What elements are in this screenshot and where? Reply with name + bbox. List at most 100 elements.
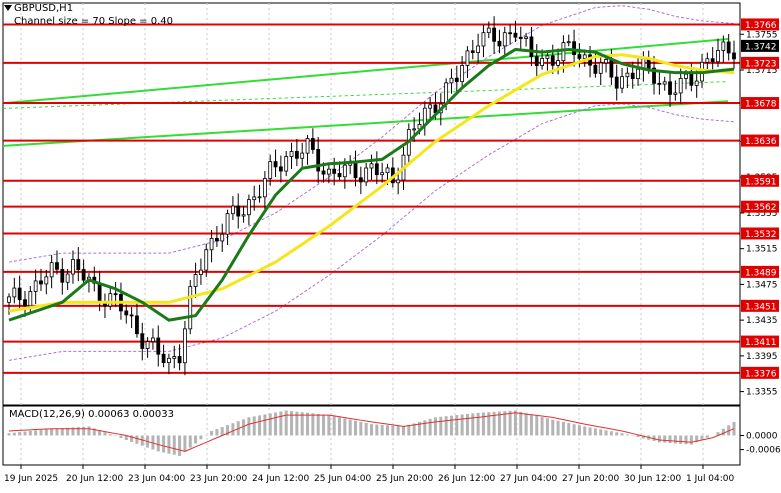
candle-body (694, 80, 699, 86)
candle-body (246, 199, 251, 216)
time-tick-label: 24 Jun 12:00 (252, 474, 309, 484)
current-price-label: 1.3742 (745, 42, 777, 52)
candle-body (689, 73, 694, 86)
candle-body (17, 287, 22, 301)
candle-body (513, 32, 518, 38)
candle-body (684, 73, 688, 79)
candle-body (145, 341, 150, 349)
level-price-tag (741, 335, 779, 348)
level-price-tag (741, 56, 779, 69)
candle-body (262, 178, 267, 198)
level-price-label: 1.3766 (745, 21, 777, 31)
level-price-label: 1.3591 (745, 177, 777, 187)
candle-body (556, 60, 560, 66)
price-tick-label: 1.3395 (746, 352, 778, 362)
candle-body (652, 67, 656, 84)
level-price-label: 1.3532 (745, 230, 777, 240)
candle-body (460, 65, 465, 83)
candle-body (289, 151, 294, 157)
time-tick-label: 25 Jun 04:00 (314, 474, 371, 484)
candle-body (209, 237, 214, 251)
candle-body (497, 40, 502, 47)
candle-body (23, 299, 27, 307)
time-tick-label: 1 Jul 04:00 (686, 474, 735, 484)
candle-body (161, 353, 166, 363)
candle-body (529, 36, 534, 58)
envelope-lower-line (8, 103, 735, 361)
candle-body (7, 296, 11, 303)
candle-body (465, 50, 470, 66)
level-price-label: 1.3489 (745, 268, 777, 278)
candle-body (177, 356, 182, 364)
candle-body (326, 168, 331, 175)
candle-body (705, 58, 710, 63)
time-tick-label: 23 Jun 20:00 (190, 474, 247, 484)
candle-body (620, 76, 624, 89)
candle-body (204, 249, 209, 271)
candle-body (726, 41, 731, 54)
candle-body (39, 280, 43, 285)
candle-body (230, 205, 235, 215)
candle-body (572, 41, 576, 55)
candle-body (630, 72, 635, 80)
time-tick-label: 27 Jun 20:00 (562, 474, 619, 484)
symbol-dropdown-icon[interactable] (4, 5, 12, 11)
candle-body (113, 293, 118, 296)
candle-body (422, 107, 427, 125)
candle-body (268, 161, 273, 179)
macd-tick-label: 0.0000 (746, 432, 778, 442)
level-price-tag (741, 227, 779, 240)
level-price-tag (741, 200, 779, 213)
candle-body (540, 58, 544, 66)
candle-body (342, 164, 347, 178)
time-tick-label: 23 Jun 04:00 (128, 474, 185, 484)
candle-body (636, 68, 640, 80)
level-price-label: 1.3451 (745, 302, 777, 312)
candle-body (662, 81, 667, 85)
candle-body (598, 62, 603, 74)
candle-body (481, 32, 486, 47)
candle-body (412, 128, 417, 131)
candle-body (129, 314, 134, 317)
ma-fast-line (8, 47, 735, 322)
candle-body (172, 356, 177, 359)
candle-body (657, 82, 662, 85)
level-price-tag (741, 97, 779, 110)
candle-body (604, 59, 608, 64)
macd-title: MACD(12,26,9) 0.00063 0.00033 (9, 409, 175, 420)
candle-body (710, 58, 715, 63)
candle-body (550, 55, 555, 66)
candle-body (614, 76, 619, 89)
candle-body (524, 36, 528, 39)
macd-tick-label: -0.00062 (746, 446, 781, 456)
candle-body (321, 170, 326, 175)
candle-body (566, 41, 571, 44)
candle-body (593, 64, 598, 74)
candle-body (673, 92, 678, 95)
level-price-tag (741, 18, 779, 31)
candle-body (241, 214, 246, 217)
level-price-tag (741, 299, 779, 312)
price-tick-label: 1.3355 (746, 388, 778, 398)
candle-body (278, 166, 283, 172)
candle-body (502, 32, 507, 47)
candle-body (252, 196, 257, 201)
candle-body (668, 81, 672, 95)
candle-body (108, 293, 113, 307)
macd-signal-line (8, 412, 735, 452)
candle-body (310, 138, 315, 150)
level-price-tag (741, 134, 779, 147)
candle-body (518, 36, 523, 39)
candle-body (358, 177, 363, 183)
candle-body (396, 179, 401, 184)
current-price-tag (741, 39, 779, 52)
candle-body (124, 310, 129, 316)
candle-body (337, 172, 342, 178)
candle-body (300, 152, 305, 159)
candle-body (470, 50, 475, 53)
candle-body (156, 337, 161, 355)
price-tick-label: 1.3435 (746, 316, 778, 326)
candle-body (71, 259, 75, 275)
